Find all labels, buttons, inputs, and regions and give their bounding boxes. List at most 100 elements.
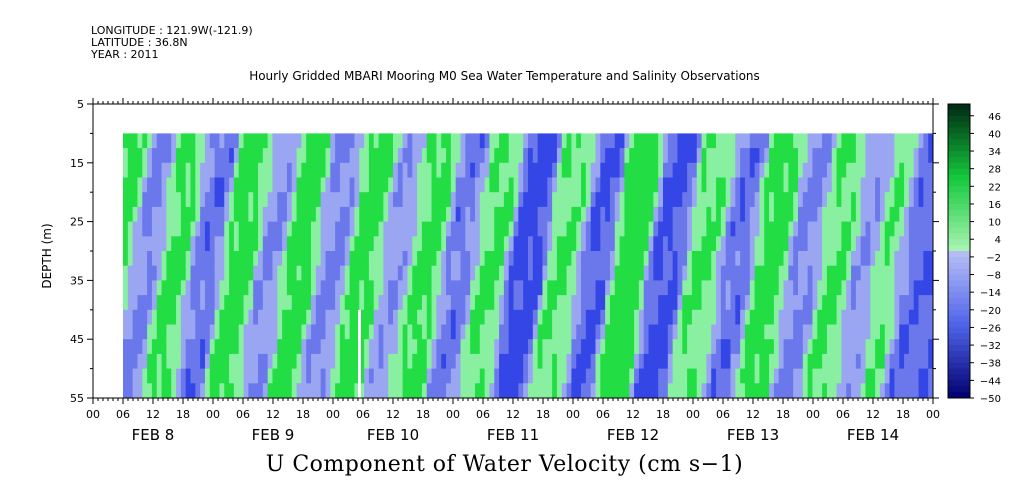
heatmap-cell [769, 368, 775, 384]
heatmap-cell [735, 148, 741, 164]
heatmap-cell [388, 339, 394, 355]
heatmap-cell [156, 383, 162, 398]
heatmap-cell [802, 265, 809, 281]
heatmap-cell [629, 206, 635, 222]
heatmap-cell [528, 133, 534, 149]
heatmap-cell [807, 353, 813, 369]
heatmap-cell [368, 162, 375, 178]
heatmap-cell [204, 177, 211, 193]
y-tick-label: 15 [70, 157, 84, 170]
heatmap-cell [793, 251, 799, 267]
colorbar-label: −2 [986, 253, 1001, 264]
heatmap-cell [368, 192, 375, 208]
heatmap-cell [711, 236, 717, 252]
heatmap-cell [590, 265, 596, 281]
heatmap-cell [836, 236, 842, 252]
heatmap-cell [773, 133, 780, 149]
heatmap-cell [171, 162, 177, 178]
heatmap-cell [393, 133, 399, 149]
heatmap-cell [499, 368, 505, 384]
heatmap-cell [629, 324, 635, 340]
heatmap-cell [359, 148, 365, 164]
heatmap-cell [749, 177, 756, 193]
heatmap-cell [137, 236, 143, 252]
heatmap-cell [224, 353, 230, 369]
heatmap-cell [470, 192, 476, 208]
heatmap-cell [330, 206, 336, 222]
heatmap-cell [687, 251, 693, 267]
heatmap-cell [725, 236, 731, 252]
heatmap-cell [373, 295, 379, 311]
heatmap-cell [436, 295, 442, 311]
heatmap-cell [479, 251, 486, 267]
heatmap-cell [595, 324, 601, 340]
heatmap-cell [846, 148, 852, 164]
heatmap-cell [368, 206, 375, 222]
heatmap-cell [436, 133, 442, 149]
colorbar-segment [948, 350, 970, 358]
heatmap-cell [315, 162, 322, 178]
heatmap-cell [132, 295, 138, 311]
heatmap-cell [773, 148, 780, 164]
heatmap-cell [238, 236, 244, 252]
heatmap-cell [354, 383, 360, 398]
heatmap-cell [277, 251, 283, 267]
heatmap-cell [701, 133, 707, 149]
heatmap-cell [301, 295, 307, 311]
heatmap-cell [841, 251, 847, 267]
heatmap-cell [590, 162, 596, 178]
heatmap-cell [889, 148, 895, 164]
heatmap-cell [667, 324, 674, 340]
heatmap-cell [123, 265, 129, 281]
heatmap-cell [123, 309, 129, 325]
heatmap-cell [691, 280, 698, 296]
heatmap-cell [243, 133, 249, 149]
heatmap-cell [301, 383, 307, 398]
heatmap-cell [296, 148, 302, 164]
heatmap-cell [412, 192, 418, 208]
heatmap-cell [325, 265, 331, 281]
x-hour-label: 18 [536, 408, 550, 421]
heatmap-cell [682, 177, 688, 193]
heatmap-cell [306, 162, 312, 178]
heatmap-cell [431, 236, 437, 252]
heatmap-cell [421, 251, 428, 267]
heatmap-cell [687, 221, 693, 237]
heatmap-cell [137, 133, 143, 149]
heatmap-cell [812, 309, 818, 325]
heatmap-cell [595, 148, 601, 164]
heatmap-cell [455, 280, 461, 296]
heatmap-cell [489, 221, 495, 237]
heatmap-cell [908, 206, 915, 222]
heatmap-cell [879, 309, 886, 325]
heatmap-cell [918, 324, 924, 340]
longitude-label: LONGITUDE : 121.9W(-121.9) [91, 24, 253, 37]
heatmap-cell [624, 265, 630, 281]
heatmap-cell [609, 324, 616, 340]
heatmap-cell [156, 206, 162, 222]
heatmap-cell [431, 251, 437, 267]
heatmap-cell [735, 339, 741, 355]
heatmap-cell [552, 206, 558, 222]
heatmap-cell [474, 133, 481, 149]
x-hour-label: 06 [836, 408, 850, 421]
heatmap-cell [291, 236, 297, 252]
heatmap-cell [378, 206, 384, 222]
heatmap-cell [311, 221, 317, 237]
heatmap-cell [817, 309, 823, 325]
heatmap-cell [542, 251, 548, 267]
heatmap-cell [923, 295, 929, 311]
heatmap-cell [272, 221, 278, 237]
heatmap-cell [643, 221, 649, 237]
heatmap-cell [286, 148, 293, 164]
heatmap-cell [619, 280, 625, 296]
heatmap-cell [277, 192, 283, 208]
heatmap-cell [180, 177, 187, 193]
heatmap-cell [229, 339, 235, 355]
heatmap-cell [364, 280, 370, 296]
heatmap-cell [301, 280, 307, 296]
heatmap-cell [860, 133, 866, 149]
heatmap-cell [879, 353, 886, 369]
heatmap-cell [508, 148, 514, 164]
heatmap-cell [209, 383, 216, 398]
